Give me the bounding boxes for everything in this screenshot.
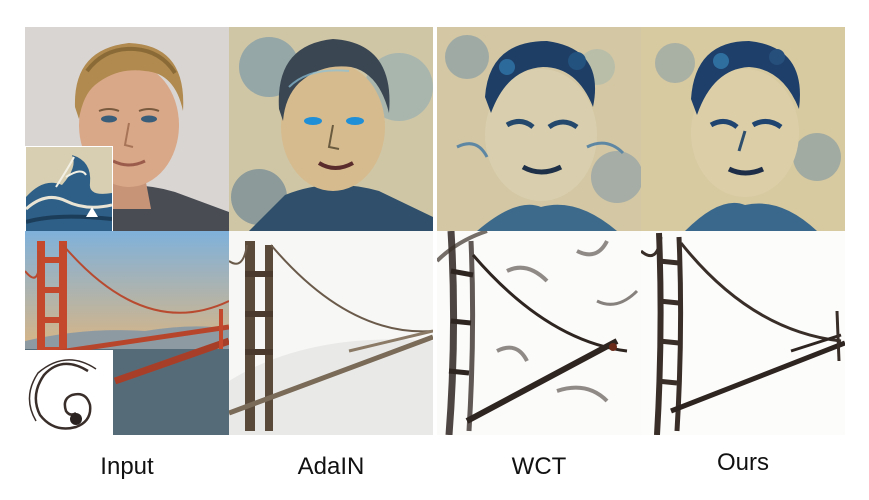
wct-bridge-result <box>437 231 641 435</box>
column-label-input: Input <box>100 453 154 480</box>
column-label-wct: WCT <box>511 453 567 480</box>
style-inset-great-wave <box>25 146 113 233</box>
column-label-adain: AdaIN <box>297 453 365 480</box>
style-inset-spiral-drawing <box>25 350 113 437</box>
ours-bridge-result <box>641 231 845 435</box>
column-label-ours: Ours <box>716 449 769 476</box>
adain-bridge-result <box>229 231 433 435</box>
ours-portrait-result <box>641 27 845 231</box>
adain-portrait-result <box>229 27 433 231</box>
wct-portrait-result <box>437 27 641 231</box>
